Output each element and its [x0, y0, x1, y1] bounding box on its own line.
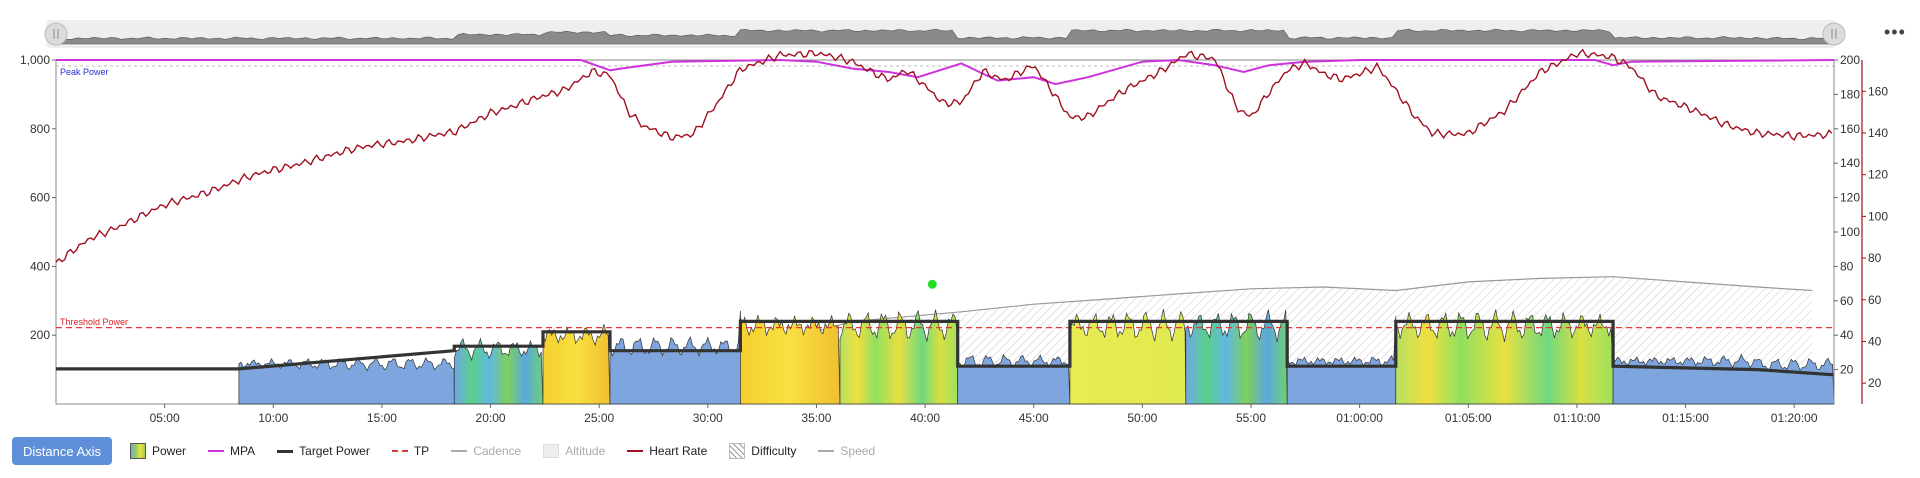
y-right-inner-tick-label: 20 [1868, 376, 1882, 390]
overview-navigator[interactable] [44, 20, 1846, 48]
legend-swatch-icon [391, 450, 408, 452]
mpa-line [56, 58, 1835, 86]
y-left-tick-label: 800 [30, 122, 50, 136]
y-left-tick-label: 600 [30, 191, 50, 205]
legend-item-mpa[interactable]: MPA [208, 444, 255, 458]
y-right-outer-tick-label: 20 [1840, 363, 1854, 377]
power-interval-5 [740, 315, 841, 405]
power-interval-1 [238, 356, 455, 405]
x-tick-label: 01:00:00 [1336, 411, 1383, 425]
legend-label: Heart Rate [649, 444, 708, 458]
y-axis-right-outer: 20 40 60 80 100 120 140 160 180 200 [1833, 53, 1860, 404]
x-tick-label: 01:20:00 [1771, 411, 1818, 425]
y-right-outer-tick-label: 140 [1840, 156, 1860, 170]
overview-power-profile [55, 28, 1835, 45]
power-interval-2 [453, 337, 544, 405]
y-right-outer-tick-label: 40 [1840, 328, 1854, 342]
legend-swatch-icon [208, 450, 225, 452]
power-interval-11 [1395, 309, 1614, 405]
more-options-icon[interactable]: ••• [1884, 22, 1906, 42]
y-right-inner-tick-label: 60 [1868, 293, 1882, 307]
legend-swatch-icon [543, 444, 560, 458]
power-interval-4 [609, 310, 741, 405]
x-tick-label: 35:00 [801, 411, 831, 425]
legend-item-tp[interactable]: TP [391, 444, 430, 458]
power-interval-8 [1069, 309, 1187, 405]
legend-swatch-icon [818, 450, 835, 452]
legend-item-altitude[interactable]: Altitude [543, 444, 605, 458]
x-axis: 05:00 10:00 15:00 20:00 25:00 30:00 35:00 40:00… [150, 404, 1818, 425]
legend-label: Power [152, 444, 187, 458]
y-right-outer-tick-label: 160 [1840, 122, 1860, 136]
distance-axis-button[interactable]: Distance Axis [12, 437, 112, 465]
legend-item-target-power[interactable]: Target Power [277, 444, 370, 458]
difficulty-line [609, 276, 1813, 355]
peak-power-label: Peak Power [60, 67, 109, 77]
legend-label: Speed [840, 444, 876, 458]
y-right-inner-tick-label: 40 [1868, 334, 1882, 348]
legend-item-heart-rate[interactable]: Heart Rate [627, 444, 707, 458]
legend-label: Difficulty [751, 444, 797, 458]
x-tick-label: 50:00 [1127, 411, 1157, 425]
y-left-tick-label: 1,000 [20, 53, 50, 67]
x-tick-label: 55:00 [1236, 411, 1266, 425]
y-right-inner-tick-label: 140 [1868, 126, 1888, 140]
legend-swatch-icon [627, 450, 644, 452]
legend-swatch-icon [729, 443, 746, 459]
legend-item-difficulty[interactable]: Difficulty [729, 443, 796, 459]
x-tick-label: 01:15:00 [1662, 411, 1709, 425]
legend-label: TP [413, 444, 430, 458]
y-right-outer-tick-label: 120 [1840, 191, 1860, 205]
legend-item-cadence[interactable]: Cadence [451, 444, 521, 458]
legend-swatch-icon [451, 450, 468, 452]
x-tick-label: 10:00 [258, 411, 288, 425]
x-tick-label: 20:00 [476, 411, 506, 425]
legend-label: MPA [230, 444, 256, 458]
legend-label: Altitude [565, 444, 606, 458]
y-left-tick-label: 400 [30, 259, 50, 273]
y-right-inner-tick-label: 160 [1868, 84, 1888, 98]
legend-label: Cadence [473, 444, 522, 458]
x-tick-label: 01:10:00 [1554, 411, 1601, 425]
y-axis-right-inner: 20 40 60 80 100 120 140 160 [1861, 60, 1888, 404]
threshold-power-label: Threshold Power [60, 317, 128, 327]
y-right-outer-tick-label: 60 [1840, 294, 1854, 308]
x-tick-label: 01:05:00 [1445, 411, 1492, 425]
legend-swatch-icon [277, 449, 294, 453]
y-right-inner-tick-label: 120 [1868, 168, 1888, 182]
overview-right-handle[interactable] [1822, 22, 1846, 46]
peak-power-marker [927, 279, 937, 289]
x-tick-label: 15:00 [367, 411, 397, 425]
x-tick-label: 25:00 [584, 411, 614, 425]
y-axis-left: 200 400 600 800 1,000 [20, 53, 56, 342]
x-tick-label: 45:00 [1019, 411, 1049, 425]
legend-label: Target Power [299, 444, 370, 458]
y-left-tick-label: 200 [30, 328, 50, 342]
legend: Distance Axis Power MPA Target Power TP Cade… [12, 437, 897, 465]
target-power-line [56, 319, 1835, 377]
legend-item-speed[interactable]: Speed [818, 444, 875, 458]
y-right-outer-tick-label: 80 [1840, 259, 1854, 273]
x-tick-label: 05:00 [150, 411, 180, 425]
x-tick-label: 30:00 [693, 411, 723, 425]
legend-swatch-icon [130, 443, 146, 459]
y-right-inner-tick-label: 80 [1868, 251, 1882, 265]
y-right-inner-tick-label: 100 [1868, 209, 1888, 223]
legend-item-power[interactable]: Power [130, 443, 186, 459]
y-right-outer-tick-label: 100 [1840, 225, 1860, 239]
overview-left-handle[interactable] [44, 22, 68, 46]
power-interval-6 [839, 309, 959, 405]
power-interval-9 [1185, 309, 1288, 405]
y-right-outer-tick-label: 180 [1840, 87, 1860, 101]
heart-rate-line [55, 48, 1833, 263]
y-right-outer-tick-label: 200 [1840, 53, 1860, 67]
x-tick-label: 40:00 [910, 411, 940, 425]
